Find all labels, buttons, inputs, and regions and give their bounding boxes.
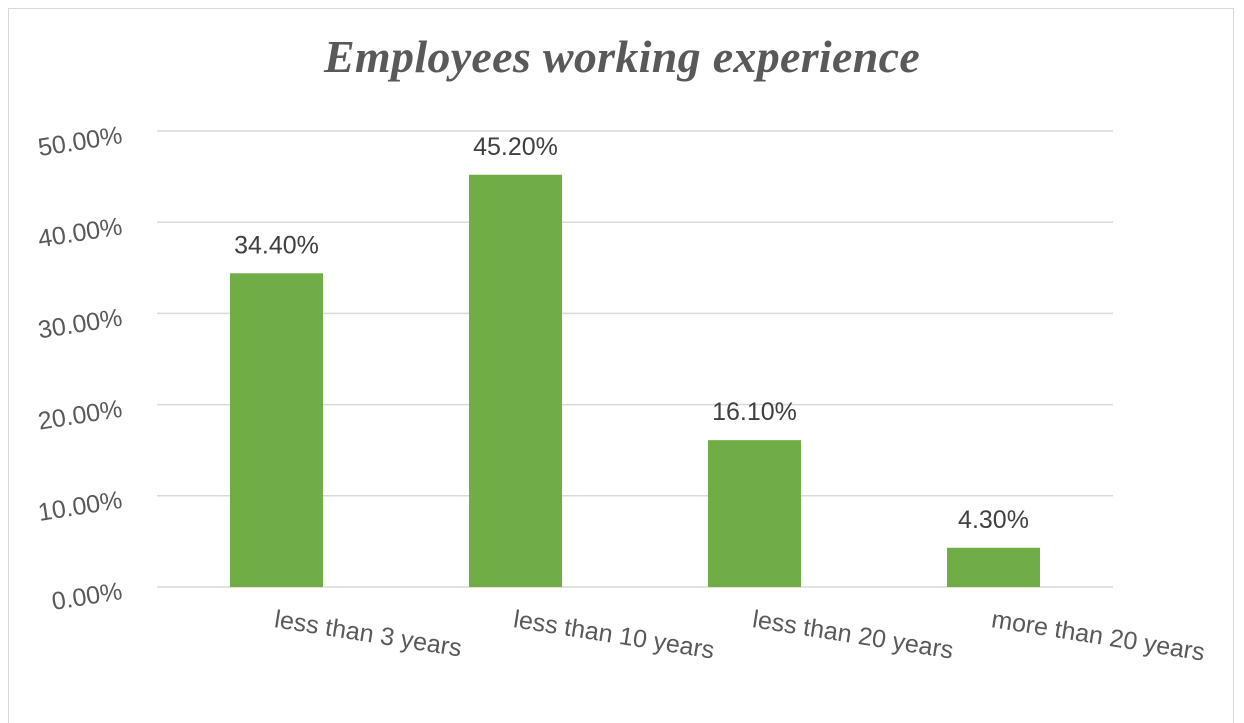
x-tick-label: less than 20 years [751,605,956,664]
y-tick-label: 0.00% [50,577,124,616]
data-label: 34.40% [234,231,319,259]
data-label: 4.30% [958,506,1029,534]
x-tick-label: less than 3 years [273,605,464,662]
y-tick-label: 20.00% [36,395,124,436]
bars [230,174,1040,587]
data-label: 16.10% [712,398,797,426]
bar [708,440,801,587]
x-tick-label: more than 20 years [990,605,1207,666]
chart-title: Employees working experience [323,31,921,82]
x-tick-label: less than 10 years [512,605,717,664]
bar [230,273,323,587]
bar [947,547,1040,587]
data-label: 45.20% [473,133,558,161]
x-axis-tick-labels: less than 3 years less than 10 years less … [273,605,1207,666]
y-tick-label: 50.00% [36,121,124,162]
y-tick-label: 10.00% [36,486,124,527]
chart-frame [8,8,1234,723]
y-axis-tick-labels: 0.00% 10.00% 20.00% 30.00% 40.00% 50.00% [36,121,124,616]
data-labels: 34.40% 45.20% 16.10% 4.30% [234,133,1029,534]
y-tick-label: 30.00% [36,304,124,345]
bar [469,174,562,587]
y-tick-label: 40.00% [36,212,124,253]
